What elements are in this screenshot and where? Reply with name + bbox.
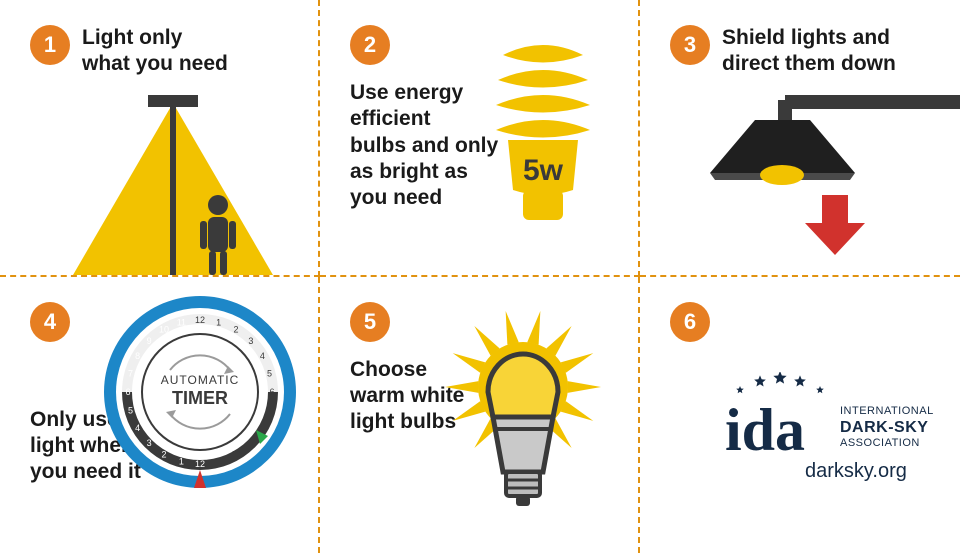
- svg-text:8: 8: [260, 423, 265, 433]
- svg-text:3: 3: [248, 336, 253, 346]
- led-bulb-icon: [438, 307, 608, 507]
- svg-text:12: 12: [195, 315, 205, 325]
- svg-text:8: 8: [135, 351, 140, 361]
- ida-tag3: ASSOCIATION: [840, 437, 920, 449]
- svg-text:10: 10: [159, 324, 169, 334]
- svg-text:6: 6: [269, 387, 274, 397]
- tip-badge-1: 1: [30, 25, 70, 65]
- ida-logo: ida INTERNATIONAL DARK-SKY ASSOCIATION d…: [725, 372, 955, 492]
- ida-url: darksky.org: [805, 460, 907, 482]
- svg-text:7: 7: [128, 368, 133, 378]
- timer-icon: 121234567891011121234567891011 AUTOMATIC…: [100, 292, 300, 492]
- tip-badge-5: 5: [350, 302, 390, 342]
- tip-badge-6: 6: [670, 302, 710, 342]
- tip-badge-2: 2: [350, 25, 390, 65]
- tip-cell-3: 3 Shield lights anddirect them down: [640, 0, 960, 277]
- cfl-bulb-icon: 5w: [478, 40, 608, 230]
- svg-text:4: 4: [135, 423, 140, 433]
- tip-text-3: Shield lights anddirect them down: [722, 25, 942, 78]
- svg-text:6: 6: [125, 387, 130, 397]
- svg-text:1: 1: [179, 456, 184, 466]
- tip-cell-2: 2 Use energyefficientbulbs and onlyas br…: [320, 0, 640, 277]
- tip-cell-1: 1 Light onlywhat you need: [0, 0, 320, 277]
- tip-badge-3: 3: [670, 25, 710, 65]
- tip-text-1: Light onlywhat you need: [82, 25, 262, 78]
- svg-text:4: 4: [260, 351, 265, 361]
- svg-text:9: 9: [147, 336, 152, 346]
- tip-cell-6: 6 ida INTERNATIONAL DARK-SKY ASSOCIATION…: [640, 277, 960, 553]
- svg-text:12: 12: [195, 459, 205, 469]
- ida-wordmark: ida: [725, 397, 805, 463]
- infographic-grid: 1 Light onlywhat you need 2 Use en: [0, 0, 960, 553]
- ida-tag1: INTERNATIONAL: [840, 405, 934, 417]
- svg-text:5: 5: [267, 368, 272, 378]
- svg-text:11: 11: [177, 317, 186, 327]
- light-cone-icon: [63, 95, 283, 275]
- timer-label-2: TIMER: [172, 388, 228, 408]
- timer-label-1: AUTOMATIC: [161, 373, 240, 387]
- svg-text:2: 2: [161, 449, 166, 459]
- cfl-wattage-label: 5w: [523, 154, 564, 187]
- svg-text:3: 3: [147, 437, 152, 447]
- tip-cell-4: 4 Only uselight whenyou need it 12123456…: [0, 277, 320, 553]
- ida-tag2: DARK-SKY: [840, 419, 928, 436]
- svg-text:9: 9: [248, 437, 253, 447]
- svg-text:5: 5: [128, 405, 133, 415]
- svg-text:11: 11: [214, 456, 223, 466]
- svg-text:1: 1: [216, 317, 221, 327]
- svg-text:7: 7: [267, 405, 272, 415]
- svg-text:2: 2: [233, 324, 238, 334]
- svg-text:10: 10: [231, 449, 241, 459]
- shielded-fixture-icon: [680, 95, 960, 255]
- tip-badge-4: 4: [30, 302, 70, 342]
- tip-cell-5: 5 Choosewarm whitelight bulbs: [320, 277, 640, 553]
